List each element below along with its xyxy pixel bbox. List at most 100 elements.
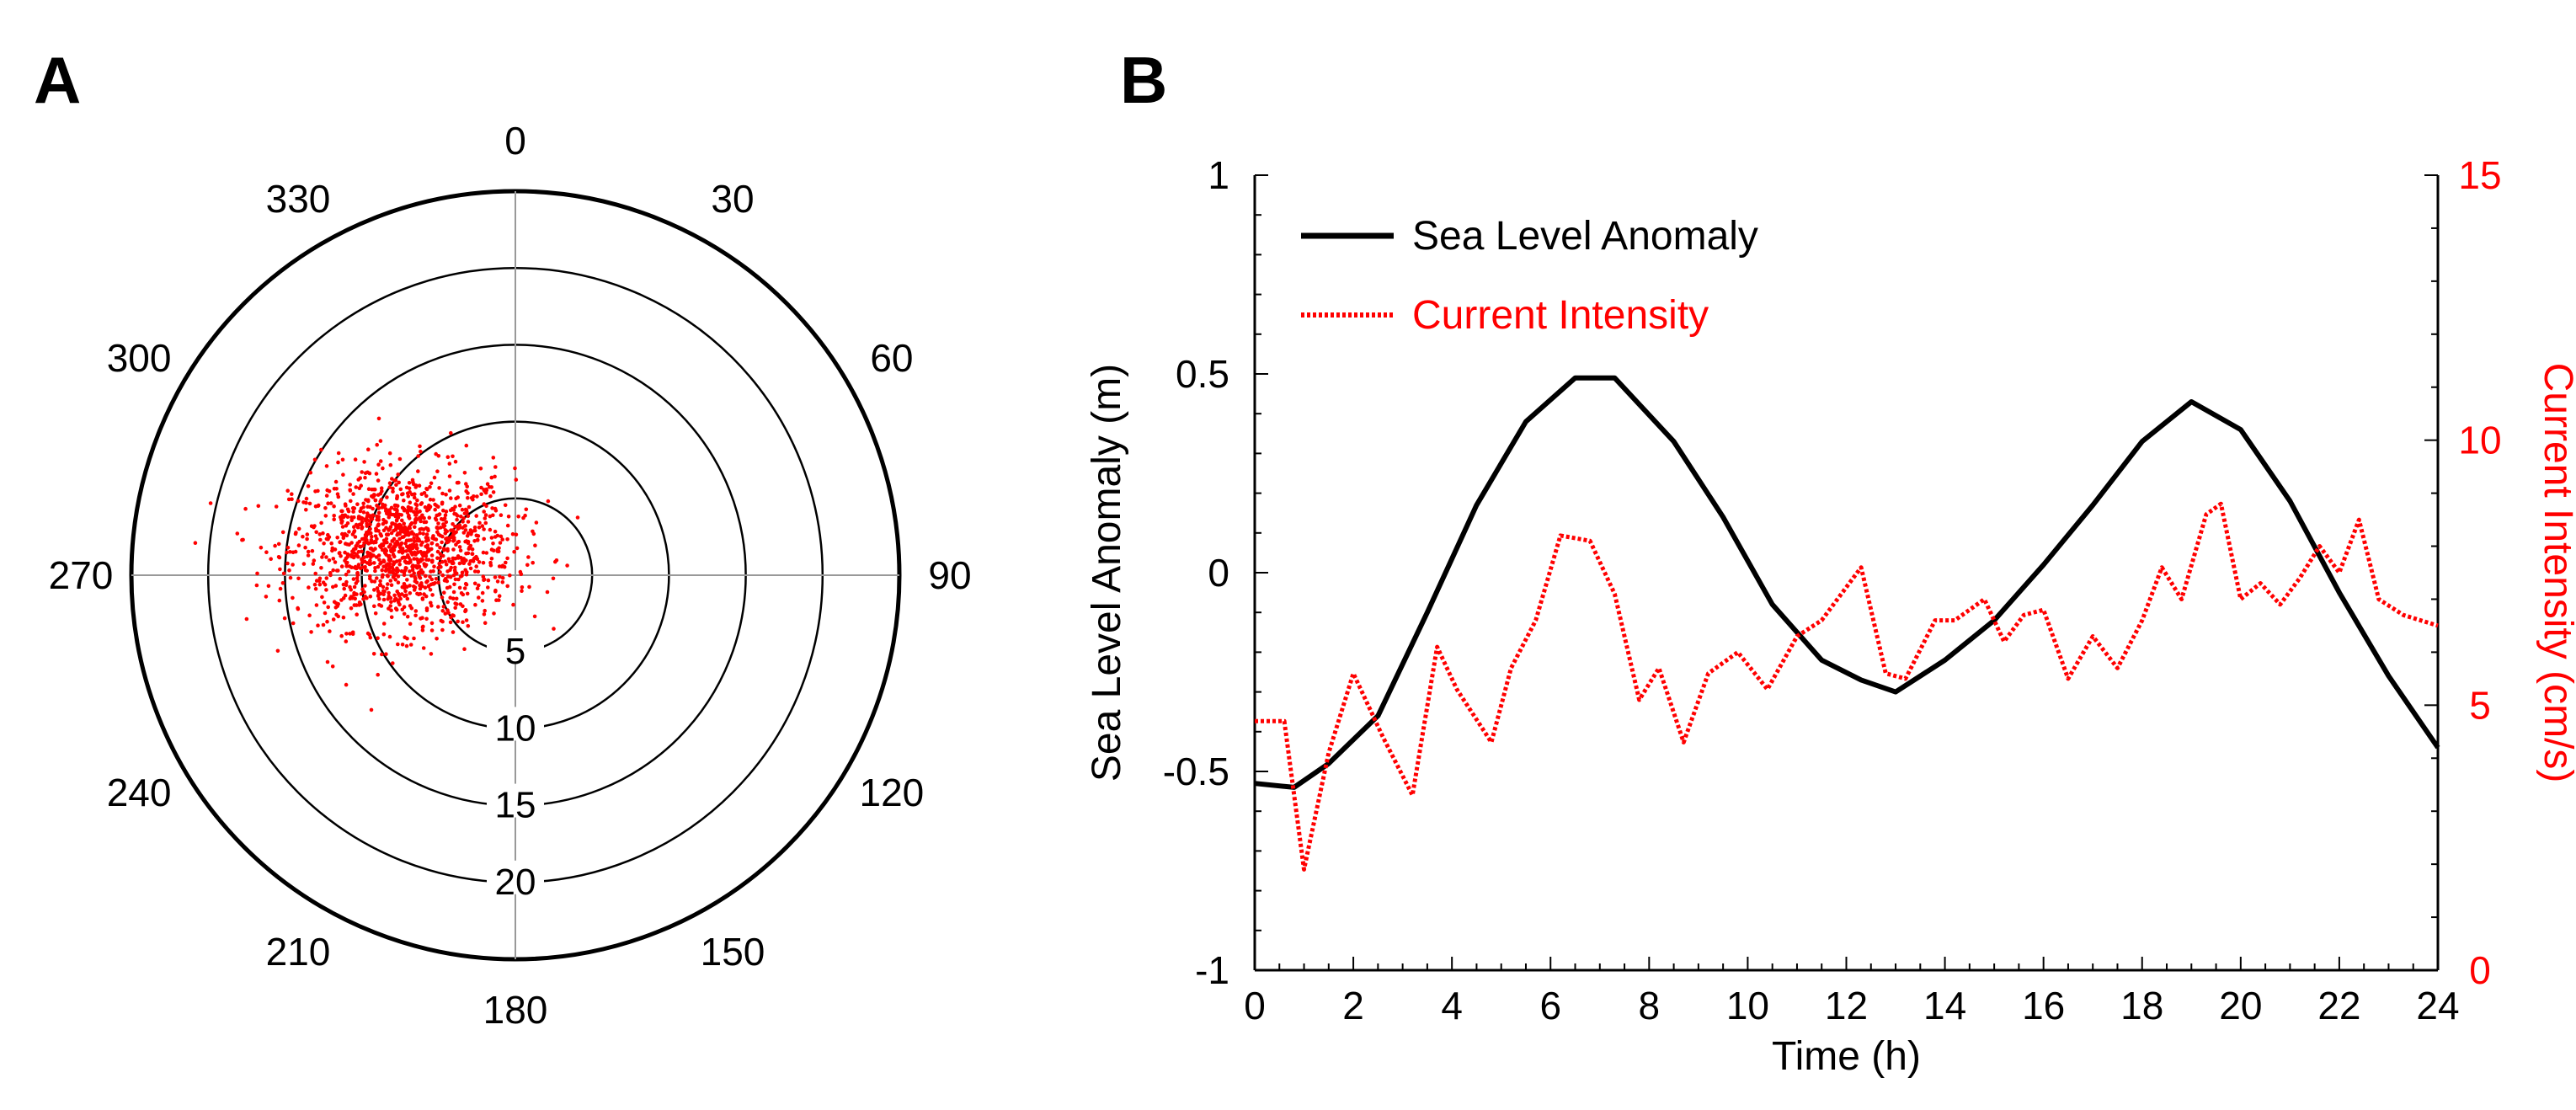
x-tick-label: 8 xyxy=(1639,984,1661,1027)
scatter-point xyxy=(424,494,429,499)
scatter-point xyxy=(429,569,433,574)
scatter-point xyxy=(457,585,462,590)
scatter-point xyxy=(362,541,366,545)
scatter-point xyxy=(453,565,457,570)
scatter-point xyxy=(355,592,359,596)
scatter-point xyxy=(492,611,496,616)
scatter-point xyxy=(400,551,405,555)
scatter-point xyxy=(409,574,413,578)
x-axis-label: Time (h) xyxy=(1772,1034,1921,1079)
scatter-point xyxy=(387,545,392,549)
scatter-point xyxy=(400,643,405,647)
scatter-point xyxy=(440,627,445,632)
scatter-point xyxy=(368,558,372,563)
scatter-point xyxy=(330,548,334,553)
scatter-point xyxy=(484,551,489,555)
scatter-point xyxy=(277,598,282,603)
scatter-point xyxy=(367,471,372,476)
scatter-point xyxy=(459,591,464,595)
scatter-point xyxy=(335,536,340,540)
scatter-point xyxy=(324,464,329,468)
scatter-point xyxy=(443,577,448,581)
scatter-point xyxy=(366,487,371,491)
scatter-point xyxy=(428,588,433,592)
scatter-point xyxy=(387,451,392,456)
scatter-point xyxy=(451,573,456,578)
panel-b-line-chart: 0 2 4 6 8 10 12 14 16 18 20 22 24-1-0.500.51051015Ti… xyxy=(1085,153,2576,1079)
scatter-point xyxy=(421,527,426,531)
scatter-point xyxy=(417,558,422,563)
scatter-point xyxy=(452,511,456,516)
scatter-point xyxy=(397,562,403,567)
scatter-point xyxy=(503,503,508,508)
scatter-point xyxy=(482,612,487,616)
scatter-point xyxy=(256,504,261,509)
scatter-point xyxy=(362,555,366,560)
scatter-point xyxy=(430,593,435,597)
scatter-point xyxy=(317,576,323,581)
scatter-point xyxy=(448,595,452,600)
scatter-point xyxy=(312,524,317,528)
scatter-point xyxy=(355,502,360,506)
scatter-point xyxy=(321,622,326,627)
scatter-point xyxy=(455,517,459,522)
scatter-point xyxy=(444,520,449,525)
scatter-point xyxy=(344,579,349,584)
scatter-point xyxy=(381,521,386,526)
scatter-point xyxy=(309,630,313,634)
scatter-point xyxy=(429,560,435,564)
scatter-point xyxy=(461,620,465,624)
scatter-point xyxy=(321,580,326,584)
scatter-point xyxy=(355,612,360,616)
scatter-point xyxy=(500,580,505,584)
scatter-point xyxy=(486,585,490,590)
scatter-point xyxy=(285,488,291,493)
scatter-point xyxy=(348,632,352,636)
scatter-point xyxy=(244,616,249,622)
y2-axis-label: Current Intensity (cm/s) xyxy=(2536,363,2576,783)
scatter-point xyxy=(372,561,376,565)
scatter-point xyxy=(429,547,434,552)
scatter-point xyxy=(396,580,401,584)
scatter-point xyxy=(451,531,456,536)
scatter-point xyxy=(319,566,323,570)
scatter-point xyxy=(376,478,381,483)
scatter-point xyxy=(461,516,466,520)
scatter-point xyxy=(433,581,437,585)
scatter-point xyxy=(376,594,381,598)
scatter-point xyxy=(388,525,393,529)
scatter-point xyxy=(397,456,403,462)
scatter-point xyxy=(387,590,391,595)
scatter-point xyxy=(445,600,450,605)
panel-a-label: A xyxy=(34,43,81,117)
scatter-point xyxy=(406,494,411,499)
scatter-point xyxy=(373,498,378,503)
scatter-point xyxy=(365,530,369,535)
scatter-point xyxy=(363,475,367,480)
scatter-point xyxy=(395,532,399,537)
scatter-point xyxy=(451,522,455,526)
scatter-point xyxy=(357,539,362,544)
x-tick-label: 18 xyxy=(2120,984,2163,1027)
scatter-point xyxy=(355,552,359,557)
scatter-point xyxy=(424,532,429,536)
scatter-point xyxy=(375,503,379,508)
scatter-point xyxy=(266,584,271,589)
scatter-point xyxy=(422,491,427,495)
scatter-point xyxy=(468,559,473,563)
scatter-point xyxy=(276,542,281,547)
scatter-point xyxy=(413,609,419,613)
scatter-point xyxy=(460,570,465,575)
scatter-point xyxy=(296,526,301,531)
scatter-point xyxy=(325,659,330,664)
scatter-point xyxy=(296,606,300,611)
scatter-point xyxy=(339,554,343,558)
scatter-point xyxy=(370,579,374,584)
scatter-point xyxy=(418,575,423,580)
scatter-point xyxy=(321,531,325,536)
scatter-point xyxy=(389,615,394,620)
scatter-point xyxy=(311,562,316,566)
scatter-point xyxy=(340,457,345,462)
scatter-point xyxy=(381,597,387,602)
scatter-point xyxy=(296,499,301,504)
